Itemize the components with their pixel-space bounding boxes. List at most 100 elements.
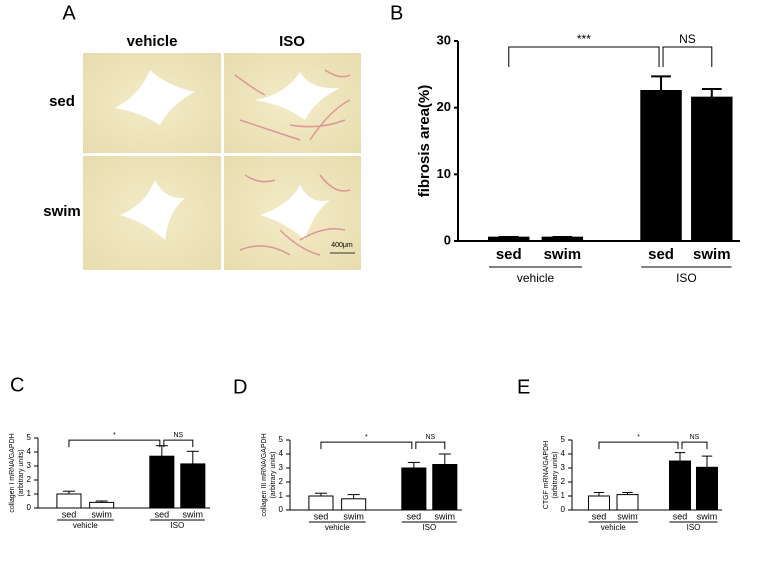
bar: [180, 463, 206, 509]
x-tick-label: sed: [496, 246, 522, 263]
bar: [696, 466, 718, 511]
x-tick-label: swim: [183, 509, 204, 519]
y-tick-label: 0: [279, 505, 284, 514]
row-label: sed: [49, 93, 75, 110]
y-axis-label: (arbitrary units): [552, 451, 559, 498]
row-label: swim: [43, 203, 81, 220]
x-tick-label: swim: [697, 511, 718, 521]
y-tick-label: 2: [561, 477, 566, 486]
group-label: ISO: [687, 523, 701, 532]
bar: [691, 96, 733, 242]
bar: [640, 90, 682, 242]
significance-label: ***: [577, 32, 591, 46]
y-tick-label: 3: [27, 461, 32, 470]
significance-bracket: [320, 441, 413, 450]
bar: [308, 495, 334, 511]
y-axis-label: (arbitrary units): [270, 451, 277, 498]
bar: [341, 498, 367, 511]
bar: [488, 236, 530, 243]
panel-letter: E: [517, 376, 530, 398]
significance-bracket: [415, 441, 446, 450]
group-label: vehicle: [517, 271, 555, 285]
y-tick-label: 5: [561, 435, 566, 444]
y-tick-label: 1: [27, 489, 32, 498]
significance-label: *: [637, 434, 640, 441]
significance-label: *: [113, 432, 116, 439]
significance-bracket: [508, 46, 660, 67]
panel-a-images: [83, 53, 361, 270]
y-tick-label: 1: [279, 491, 284, 500]
group-label: ISO: [422, 523, 436, 532]
significance-bracket: [68, 439, 161, 448]
bar: [669, 460, 691, 511]
y-tick-label: 3: [561, 463, 566, 472]
bar: [616, 494, 639, 511]
y-axis-label: fibrosis area(%): [416, 85, 433, 198]
y-tick-label: 30: [437, 32, 451, 47]
x-tick-label: sed: [155, 509, 170, 519]
bar: [432, 464, 458, 511]
group-label: ISO: [170, 521, 184, 530]
bar: [149, 455, 175, 509]
significance-bracket: [681, 441, 708, 450]
y-tick-label: 20: [437, 99, 451, 114]
significance-label: *: [365, 434, 368, 441]
y-tick-label: 0: [561, 505, 566, 514]
bar: [588, 495, 610, 511]
significance-label: NS: [425, 434, 435, 441]
y-tick-label: 4: [27, 447, 32, 456]
x-tick-label: swim: [693, 246, 731, 263]
y-axis-label: (arbitrary units): [18, 449, 25, 496]
x-tick-label: sed: [62, 509, 77, 519]
bar: [401, 467, 427, 511]
bar: [56, 493, 82, 509]
x-tick-label: sed: [673, 511, 688, 521]
panel-letter: B: [390, 2, 403, 24]
x-tick-label: sed: [592, 511, 607, 521]
panel-letter: A: [62, 2, 76, 24]
significance-label: NS: [690, 434, 700, 441]
y-axis-label: collagen I mRNA/GAPDH: [9, 433, 16, 512]
y-tick-label: 0: [444, 232, 451, 247]
y-axis-label: CTGF mRNA/GAPDH: [543, 441, 550, 509]
cavity: [120, 180, 185, 240]
column-label: ISO: [279, 33, 305, 50]
x-tick-label: swim: [544, 246, 582, 263]
significance-bracket: [662, 46, 713, 67]
x-tick-label: sed: [407, 511, 422, 521]
scale-bar-label: 400μm: [331, 242, 353, 249]
column-label: vehicle: [127, 33, 178, 50]
significance-label: NS: [679, 32, 696, 46]
y-tick-label: 5: [279, 435, 284, 444]
group-label: vehicle: [601, 523, 626, 532]
cavity: [255, 72, 340, 120]
y-tick-label: 4: [561, 449, 566, 458]
group-label: vehicle: [325, 523, 350, 532]
cavity: [260, 185, 330, 240]
y-tick-label: 10: [437, 166, 451, 181]
significance-label: NS: [173, 432, 183, 439]
bar: [89, 501, 115, 509]
y-tick-label: 2: [27, 475, 32, 484]
x-tick-label: swim: [617, 511, 638, 521]
bar: [541, 236, 584, 243]
x-tick-label: swim: [343, 511, 364, 521]
x-tick-label: swim: [435, 511, 456, 521]
x-tick-label: swim: [91, 509, 112, 519]
fibrosis-streaks: [234, 69, 351, 256]
y-tick-label: 1: [561, 491, 566, 500]
y-tick-label: 2: [279, 477, 284, 486]
group-label: vehicle: [73, 521, 98, 530]
y-tick-label: 3: [279, 463, 284, 472]
y-tick-label: 5: [27, 433, 32, 442]
panel-letter: C: [10, 374, 24, 396]
x-tick-label: sed: [648, 246, 674, 263]
significance-bracket: [163, 439, 194, 448]
panel-letter: D: [233, 376, 247, 398]
y-tick-label: 4: [279, 449, 284, 458]
cavity: [115, 70, 195, 125]
group-label: ISO: [676, 271, 697, 285]
y-tick-label: 0: [27, 503, 32, 512]
x-tick-label: sed: [314, 511, 329, 521]
